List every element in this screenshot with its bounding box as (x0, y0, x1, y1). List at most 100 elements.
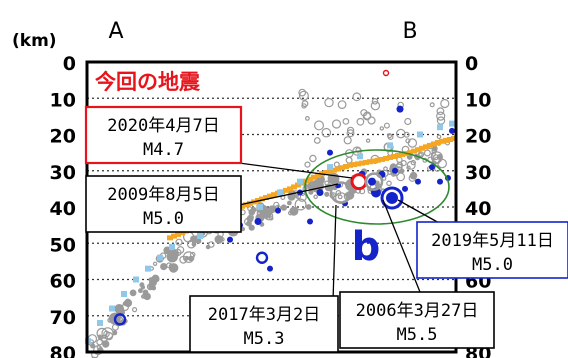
background-event (298, 90, 309, 101)
background-event (103, 330, 110, 338)
plate-marker-orange (367, 159, 373, 165)
notable-event (415, 178, 421, 185)
background-event (281, 205, 287, 211)
plate-marker-orange (239, 203, 245, 209)
background-event (287, 200, 292, 206)
annotation-2020: 2020年4月7日 M4.7 (84, 105, 243, 165)
background-event (406, 165, 411, 170)
background-event (356, 117, 365, 126)
background-event (182, 251, 195, 263)
annotation-box (416, 221, 568, 279)
background-event (139, 282, 145, 288)
plate-marker-blue (257, 204, 263, 210)
plate-marker-orange (351, 162, 357, 168)
background-event (437, 158, 447, 169)
background-event (191, 241, 197, 247)
notable-event (368, 177, 376, 186)
background-event (269, 216, 274, 221)
plate-marker-blue (109, 305, 115, 312)
background-event (125, 298, 131, 304)
background-event (379, 126, 384, 131)
plate-marker-orange (383, 155, 389, 161)
axis-unit-label: (km) (12, 31, 57, 51)
background-event (166, 262, 173, 269)
background-event (188, 255, 194, 262)
plate-marker-orange (335, 166, 341, 172)
plate-marker-orange (243, 202, 249, 208)
plate-marker-orange (395, 153, 401, 159)
plate-marker-orange (315, 172, 321, 178)
event-2017-03-02 (329, 181, 353, 204)
background-event (160, 263, 168, 271)
annotation-box (84, 105, 243, 165)
notable-event (316, 189, 324, 196)
background-event (324, 191, 330, 197)
background-event (352, 92, 362, 102)
plate-marker-orange (427, 142, 433, 148)
plate-marker-orange (371, 158, 377, 164)
background-event (176, 246, 185, 254)
background-event (405, 138, 411, 144)
plate-marker-blue (357, 153, 363, 160)
plate-marker-orange (171, 233, 177, 239)
plate-marker-blue (197, 233, 203, 239)
background-event (170, 267, 175, 273)
background-event (343, 136, 352, 145)
annotation-date: 2009年8月5日 (107, 185, 219, 205)
plate-marker-orange (443, 137, 449, 143)
plate-marker-blue (145, 265, 151, 272)
plate-marker-orange (431, 141, 437, 147)
background-event (313, 137, 321, 144)
plate-marker-orange (263, 195, 269, 201)
plate-marker-blue (121, 291, 127, 297)
background-event (431, 145, 438, 152)
plate-marker-orange (447, 136, 453, 142)
plate-marker-orange (327, 168, 333, 174)
background-event (96, 344, 102, 350)
plate-marker-orange (247, 200, 253, 206)
plate-marker-blue (327, 164, 333, 171)
notable-event (255, 251, 269, 264)
plate-marker-orange (307, 176, 313, 182)
plate-marker-orange (343, 164, 349, 170)
background-event (264, 211, 274, 221)
notable-event (113, 313, 127, 326)
notable-event (402, 185, 408, 192)
y-tick-left: 70 (50, 307, 76, 329)
background-event (395, 128, 406, 139)
background-event (309, 154, 317, 163)
background-event (175, 238, 183, 246)
background-event (337, 100, 347, 109)
leader-2017 (332, 204, 337, 302)
plate-marker-blue (157, 254, 163, 261)
annotation-date: 2017年3月2日 (208, 305, 320, 325)
background-event (273, 201, 280, 208)
background-event (208, 241, 215, 248)
current-event-small (382, 69, 390, 77)
background-event (355, 147, 362, 153)
plate-marker-orange (167, 235, 173, 241)
background-event (396, 172, 406, 182)
leader-2009 (238, 183, 339, 206)
background-event (374, 183, 380, 188)
plate-marker-orange (435, 139, 441, 145)
plate-marker-orange (339, 165, 345, 171)
background-event (360, 109, 368, 117)
y-tick-right: 10 (465, 89, 491, 111)
plate-marker-orange (415, 147, 421, 153)
background-event (436, 107, 445, 116)
background-event (169, 256, 175, 262)
background-event (433, 156, 441, 165)
y-tick-right: 20 (465, 126, 491, 148)
y-tick-left: 20 (50, 126, 76, 148)
background-event (179, 255, 188, 264)
background-event (129, 289, 137, 297)
annotation-magnitude: M5.5 (397, 325, 438, 345)
notable-event (254, 218, 262, 225)
plate-marker-blue (437, 124, 443, 131)
background-event (294, 198, 307, 211)
background-event (246, 215, 254, 223)
background-event (259, 221, 265, 227)
